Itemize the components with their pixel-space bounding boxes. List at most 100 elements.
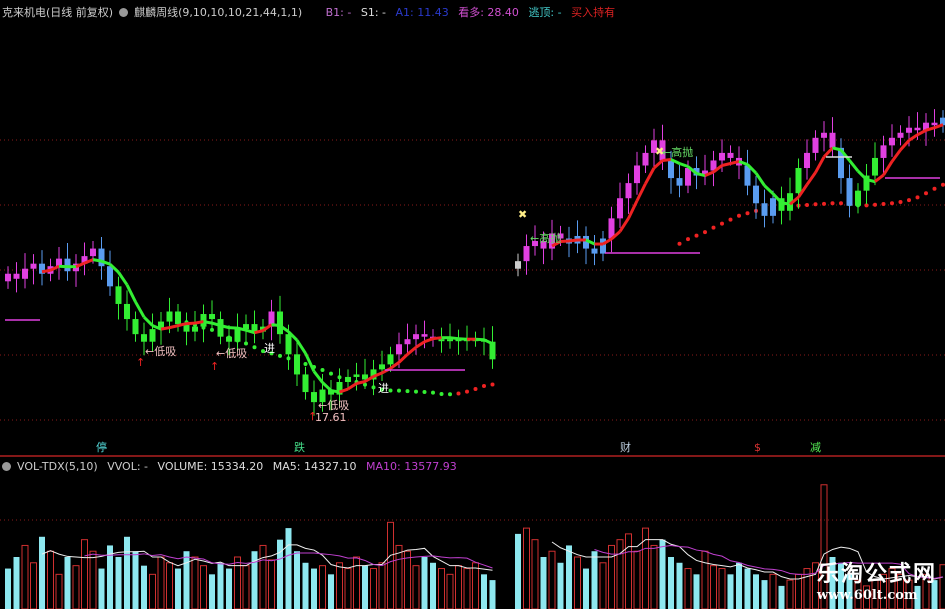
volume-bar	[115, 557, 122, 609]
ma-segment	[704, 170, 715, 177]
volume-bar	[404, 550, 411, 609]
candle-body	[243, 324, 249, 330]
candle-body	[761, 203, 768, 216]
volume-bar	[838, 562, 844, 609]
ma-dot	[694, 233, 699, 238]
ma-segment	[117, 271, 129, 286]
volume-bar	[599, 562, 607, 609]
ma-dot	[915, 195, 920, 200]
ma-segment	[781, 201, 791, 206]
volume-bar	[625, 533, 632, 609]
candle-body	[889, 137, 895, 146]
ma-segment	[839, 148, 851, 162]
ma-segment	[237, 326, 247, 332]
candle-body	[846, 178, 853, 206]
volume-bar	[540, 557, 547, 609]
low-buy-label: ←低吸	[216, 347, 247, 360]
volume-bar	[659, 539, 666, 609]
candle-body	[685, 168, 691, 186]
ma-segment	[312, 370, 324, 384]
ma-dot	[873, 202, 877, 207]
candle-body	[30, 263, 37, 269]
low-buy-label: ←低吸	[318, 399, 349, 412]
candle-body	[302, 374, 309, 393]
candle-body	[141, 334, 147, 342]
marker-die: 跌	[294, 440, 305, 454]
ma-segment	[687, 165, 698, 175]
volume-bar	[548, 550, 556, 609]
ma-segment	[254, 329, 264, 335]
ma-dot	[720, 221, 724, 226]
candle-body	[600, 238, 606, 254]
ma-segment	[568, 238, 578, 243]
ma-dot	[813, 202, 818, 207]
volume-bar	[481, 574, 487, 609]
ma-dot	[805, 203, 809, 208]
ma-segment	[194, 320, 204, 325]
ma-segment	[458, 337, 468, 341]
cross-marker-icon: ✖	[518, 208, 527, 221]
candle-body	[183, 324, 190, 332]
ma-segment	[228, 326, 238, 330]
candle-body	[855, 190, 861, 206]
ma-dot	[278, 353, 282, 358]
volume-bar	[98, 568, 105, 609]
volume-bar	[744, 568, 751, 609]
volume-value: VOLUME: 15334.20	[157, 460, 264, 473]
ma-dot	[252, 345, 257, 350]
volume-header: VOL-TDX(5,10) VVOL: - VOLUME: 15334.20 M…	[2, 460, 463, 473]
volume-bar	[574, 556, 581, 609]
volume-bar	[472, 562, 479, 609]
candle-body	[387, 354, 394, 365]
candle-body	[413, 334, 419, 340]
ma-segment	[585, 238, 596, 246]
candle-body	[200, 314, 207, 327]
volume-bar	[684, 568, 692, 609]
settings-circle-icon[interactable]	[119, 8, 129, 17]
candle-body	[294, 354, 300, 375]
up-arrow-icon: ↑	[136, 356, 145, 369]
candle-body	[812, 137, 819, 153]
volume-bar	[319, 565, 326, 609]
volume-ma5-line	[41, 544, 493, 571]
volume-bar	[583, 568, 589, 609]
candle-body	[651, 140, 657, 153]
settings-circle-icon[interactable]	[2, 462, 11, 471]
ma-segment	[627, 200, 639, 220]
volume-bar	[515, 533, 521, 609]
ma-dot	[703, 230, 707, 235]
taoding-value: 逃顶: -	[528, 6, 562, 19]
candle-body	[5, 273, 11, 282]
candle-body	[702, 170, 708, 176]
ma-segment	[186, 321, 196, 326]
volume-bar	[183, 551, 190, 609]
ma-dot	[737, 213, 741, 218]
candle-body	[710, 160, 717, 171]
volume-bar	[47, 550, 54, 609]
candle-body	[931, 122, 938, 126]
ma-segment	[160, 326, 170, 331]
candle-body	[175, 311, 181, 325]
candle-body	[642, 152, 649, 166]
watermark-url: www.60lt.com	[816, 588, 918, 603]
ma-segment	[330, 389, 340, 394]
candles	[5, 109, 945, 416]
low-value-label: 17.61	[315, 411, 347, 424]
candle-body	[923, 122, 929, 131]
ma-segment	[763, 184, 775, 195]
ma-segment	[364, 375, 375, 383]
vvol-value: VVOL: -	[107, 460, 149, 473]
ma-dot	[941, 182, 945, 187]
candle-body	[251, 324, 258, 332]
marker-dollar: $	[754, 441, 761, 454]
volume-bar	[753, 574, 759, 609]
ma-segment	[108, 263, 120, 274]
volume-bar	[39, 536, 45, 609]
volume-bar	[328, 574, 334, 609]
candle-body	[277, 311, 283, 335]
ma-dot	[839, 201, 843, 206]
candle-body	[804, 152, 810, 169]
ma-segment	[882, 160, 894, 176]
volume-bar	[89, 550, 97, 609]
ma-segment	[75, 261, 86, 269]
